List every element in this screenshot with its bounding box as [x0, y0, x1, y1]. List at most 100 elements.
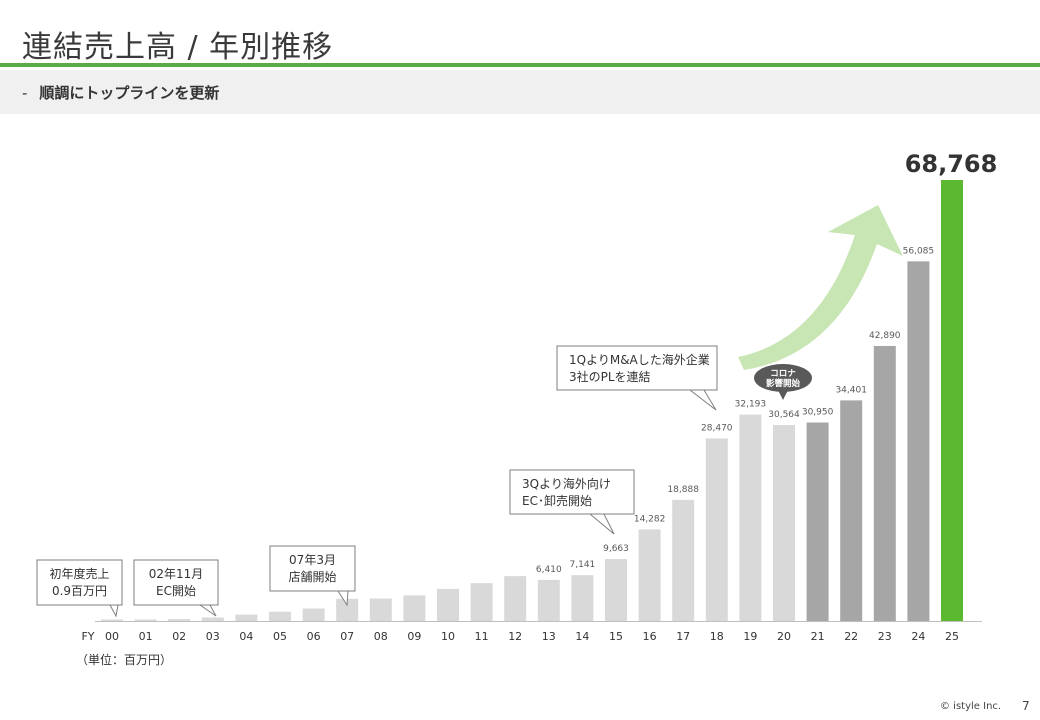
x-tick-label-02: 02 [172, 630, 186, 643]
value-label-fy24: 56,085 [903, 246, 935, 256]
x-tick-label-04: 04 [239, 630, 253, 643]
value-label-fy20: 30,564 [768, 410, 800, 420]
callout-text: 3社のPLを連結 [569, 369, 651, 384]
subtitle-band [0, 70, 1040, 114]
bar-fy03 [201, 617, 224, 621]
x-tick-label-18: 18 [710, 630, 724, 643]
bar-fy01 [134, 619, 157, 621]
x-tick-label-25: 25 [945, 630, 959, 643]
covid-bubble-text: 影響開始 [766, 378, 801, 389]
subtitle-dash: - [22, 84, 28, 102]
bar-fy10 [437, 588, 459, 621]
x-tick-label-12: 12 [508, 630, 522, 643]
value-label-fy13: 6,410 [536, 565, 562, 575]
bar-fy09 [403, 595, 426, 621]
x-tick-label-03: 03 [206, 630, 220, 643]
callout-pointer [198, 604, 217, 617]
page-subtitle: - 順調にトップラインを更新 [22, 82, 219, 103]
callout-pointer [109, 604, 119, 618]
value-label-fy18: 28,470 [701, 423, 733, 433]
copyright: © istyle Inc. [940, 701, 1002, 712]
callout-text: EC開始 [156, 584, 196, 598]
callout-text: 店舗開始 [288, 570, 336, 584]
x-tick-label-15: 15 [609, 630, 623, 643]
callout-text: 07年3月 [289, 553, 336, 567]
x-tick-label-21: 21 [811, 630, 825, 643]
callout-text: 1QよりM&Aした海外企業 [569, 352, 710, 367]
bar-fy25 [941, 180, 963, 621]
bar-fy04 [235, 614, 258, 621]
callout-box [556, 345, 718, 391]
callout-text: 初年度売上 [49, 566, 109, 581]
x-tick-label-11: 11 [475, 630, 489, 643]
bar-fy07 [336, 598, 359, 621]
callout-box [509, 469, 635, 515]
bar-fy18 [705, 438, 728, 621]
x-tick-label-22: 22 [844, 630, 858, 643]
x-tick-label-17: 17 [676, 630, 690, 643]
covid-bubble [754, 364, 812, 392]
value-label-fy14: 7,141 [570, 560, 596, 570]
callout-pointer [337, 590, 349, 607]
bar-fy24 [907, 261, 930, 621]
x-tick-label-01: 01 [139, 630, 153, 643]
bar-fy15 [605, 559, 627, 621]
bar-fy14 [571, 575, 594, 621]
x-tick-label-20: 20 [777, 630, 791, 643]
bar-fy19 [739, 414, 762, 621]
value-label-fy23: 42,890 [869, 331, 901, 341]
callout-pointer [588, 513, 615, 535]
covid-bubble-pointer [778, 390, 788, 400]
x-tick-label-14: 14 [575, 630, 589, 643]
subtitle-text: 順調にトップラインを更新 [39, 84, 220, 102]
callout-text: 02年11月 [149, 567, 204, 581]
x-tick-label-10: 10 [441, 630, 455, 643]
bar-fy13 [537, 579, 560, 621]
bar-fy23 [873, 345, 896, 621]
bar-fy06 [302, 608, 325, 621]
growth-arrow [738, 205, 903, 370]
bar-fy05 [269, 611, 291, 621]
value-label-fy25: 68,768 [905, 150, 998, 178]
x-tick-label-23: 23 [878, 630, 892, 643]
value-label-fy15: 9,663 [603, 544, 629, 554]
x-tick-label-05: 05 [273, 630, 287, 643]
x-tick-label-00: 00 [105, 630, 119, 643]
callout-text: EC･卸売開始 [522, 493, 592, 508]
title-underline [0, 63, 1040, 67]
bar-fy12 [504, 576, 527, 621]
value-label-fy22: 34,401 [835, 385, 867, 395]
bar-fy20 [773, 424, 795, 621]
callout-text: 3Qより海外向け [522, 476, 611, 491]
x-tick-label-06: 06 [307, 630, 321, 643]
value-label-fy17: 18,888 [667, 485, 699, 495]
page-number: 7 [1022, 699, 1030, 713]
x-axis-prefix: FY [81, 630, 94, 643]
callout-box [36, 559, 123, 606]
x-tick-label-13: 13 [542, 630, 556, 643]
x-tick-label-24: 24 [911, 630, 925, 643]
value-label-fy16: 14,282 [634, 514, 666, 524]
page-title: 連結売上高 / 年別推移 [22, 30, 334, 65]
value-label-fy21: 30,950 [802, 408, 834, 418]
bar-fy02 [168, 619, 191, 621]
callout-box [133, 559, 219, 606]
callout-box [269, 545, 356, 592]
unit-label: （単位：百万円） [76, 652, 172, 667]
x-tick-label-08: 08 [374, 630, 388, 643]
bar-fy21 [806, 422, 829, 621]
callout-text: 0.9百万円 [52, 584, 107, 598]
covid-bubble-text: コロナ [770, 369, 796, 379]
x-tick-label-07: 07 [340, 630, 354, 643]
x-tick-label-16: 16 [643, 630, 657, 643]
callout-pointer [688, 389, 717, 411]
bar-fy17 [672, 499, 695, 621]
bar-fy11 [470, 583, 493, 621]
x-tick-label-19: 19 [743, 630, 757, 643]
bar-fy00 [101, 619, 123, 621]
bar-fy08 [369, 598, 392, 621]
value-label-fy19: 32,193 [735, 400, 767, 410]
x-tick-label-09: 09 [407, 630, 421, 643]
bar-fy22 [840, 400, 863, 621]
